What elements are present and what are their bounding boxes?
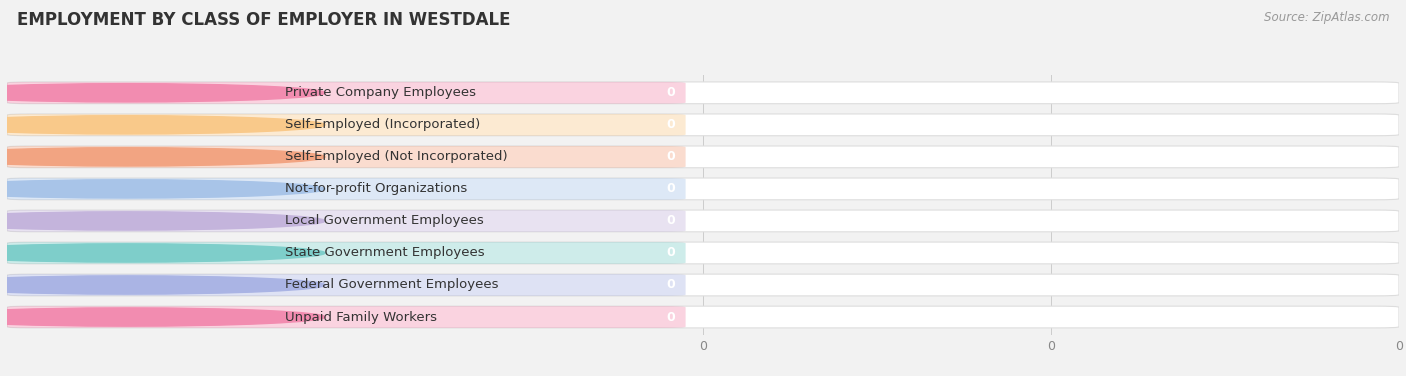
Text: Unpaid Family Workers: Unpaid Family Workers [285, 311, 437, 323]
FancyBboxPatch shape [7, 114, 686, 136]
FancyBboxPatch shape [7, 210, 1399, 232]
Text: 0: 0 [666, 246, 675, 259]
Circle shape [0, 308, 325, 326]
Text: Self-Employed (Incorporated): Self-Employed (Incorporated) [285, 118, 481, 131]
Circle shape [0, 212, 325, 230]
Text: 0: 0 [666, 214, 675, 227]
FancyBboxPatch shape [7, 306, 1399, 328]
Text: 0: 0 [666, 118, 675, 131]
FancyBboxPatch shape [7, 178, 1399, 200]
FancyBboxPatch shape [7, 146, 1399, 168]
Text: Not-for-profit Organizations: Not-for-profit Organizations [285, 182, 468, 196]
FancyBboxPatch shape [7, 210, 686, 232]
FancyBboxPatch shape [7, 274, 1399, 296]
FancyBboxPatch shape [7, 82, 686, 104]
Text: Federal Government Employees: Federal Government Employees [285, 279, 499, 291]
Circle shape [0, 276, 325, 294]
Text: Private Company Employees: Private Company Employees [285, 86, 477, 99]
Circle shape [0, 148, 325, 166]
FancyBboxPatch shape [7, 178, 686, 200]
FancyBboxPatch shape [7, 242, 1399, 264]
Text: 0: 0 [666, 279, 675, 291]
Text: 0: 0 [666, 86, 675, 99]
FancyBboxPatch shape [7, 82, 1399, 104]
Text: 0: 0 [666, 311, 675, 323]
Text: 0: 0 [666, 182, 675, 196]
Text: Self-Employed (Not Incorporated): Self-Employed (Not Incorporated) [285, 150, 508, 164]
FancyBboxPatch shape [7, 274, 686, 296]
Circle shape [0, 84, 325, 102]
Text: Local Government Employees: Local Government Employees [285, 214, 484, 227]
Circle shape [0, 244, 325, 262]
Text: State Government Employees: State Government Employees [285, 246, 485, 259]
Text: EMPLOYMENT BY CLASS OF EMPLOYER IN WESTDALE: EMPLOYMENT BY CLASS OF EMPLOYER IN WESTD… [17, 11, 510, 29]
Text: 0: 0 [666, 150, 675, 164]
FancyBboxPatch shape [7, 146, 686, 168]
FancyBboxPatch shape [7, 242, 686, 264]
Circle shape [0, 116, 325, 134]
FancyBboxPatch shape [7, 306, 686, 328]
Circle shape [0, 180, 325, 198]
Text: Source: ZipAtlas.com: Source: ZipAtlas.com [1264, 11, 1389, 24]
FancyBboxPatch shape [7, 114, 1399, 136]
